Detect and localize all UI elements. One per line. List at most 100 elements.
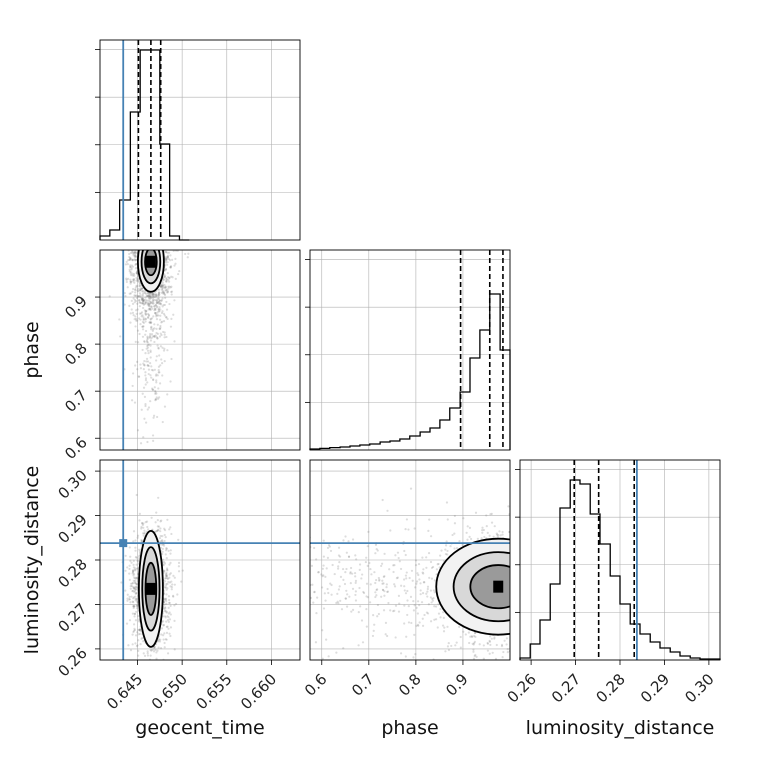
- scatter-point: [131, 600, 134, 603]
- scatter-point: [321, 567, 324, 570]
- scatter-point: [157, 314, 160, 317]
- scatter-point: [162, 623, 165, 627]
- scatter-point: [481, 529, 484, 532]
- scatter-point: [131, 265, 135, 268]
- scatter-point: [396, 551, 400, 554]
- scatter-point: [501, 533, 504, 536]
- scatter-point: [142, 522, 145, 525]
- scatter-point: [137, 280, 140, 283]
- scatter-point: [349, 566, 353, 570]
- scatter-point: [327, 655, 330, 658]
- scatter-point: [143, 395, 147, 398]
- scatter-point: [405, 518, 409, 521]
- scatter-point: [155, 301, 158, 304]
- scatter-point: [153, 295, 157, 299]
- scatter-point: [493, 637, 496, 640]
- scatter-point: [444, 553, 448, 556]
- scatter-point: [139, 322, 142, 326]
- scatter-point: [132, 586, 135, 590]
- scatter-point: [146, 299, 149, 302]
- scatter-point: [462, 517, 465, 520]
- scatter-point: [156, 323, 159, 326]
- scatter-point: [161, 284, 164, 288]
- scatter-point: [157, 639, 160, 642]
- scatter-point: [142, 386, 146, 389]
- scatter-point: [378, 579, 381, 582]
- scatter-point: [429, 596, 433, 599]
- scatter-point: [126, 566, 129, 569]
- scatter-point: [129, 585, 132, 588]
- scatter-point: [163, 569, 166, 572]
- scatter-point: [141, 314, 144, 317]
- scatter-point: [393, 609, 396, 612]
- scatter-point: [154, 392, 157, 395]
- scatter-point: [123, 292, 126, 295]
- scatter-point: [169, 572, 172, 575]
- scatter-point: [155, 315, 158, 318]
- scatter-point: [483, 535, 486, 539]
- scatter-point: [168, 598, 171, 602]
- scatter-point: [148, 308, 151, 311]
- scatter-point: [144, 371, 147, 374]
- scatter-point: [129, 601, 132, 604]
- scatter-point: [392, 570, 395, 574]
- scatter-point: [143, 654, 147, 657]
- scatter-point: [140, 543, 143, 546]
- scatter-point: [134, 577, 137, 580]
- scatter-point: [147, 343, 151, 346]
- scatter-point: [132, 597, 135, 600]
- scatter-point: [357, 610, 360, 614]
- scatter-point: [451, 533, 454, 537]
- scatter-point: [494, 657, 498, 660]
- scatter-point: [141, 640, 145, 643]
- scatter-point: [450, 644, 453, 648]
- scatter-point: [169, 549, 172, 552]
- scatter-point: [143, 363, 146, 367]
- scatter-point: [437, 562, 440, 566]
- scatter-point: [135, 312, 138, 315]
- scatter-point: [150, 328, 153, 331]
- scatter-point: [140, 527, 143, 530]
- scatter-point: [153, 645, 156, 648]
- scatter-point: [131, 302, 135, 305]
- scatter-point: [135, 585, 138, 588]
- scatter-point: [136, 360, 139, 363]
- scatter-point: [178, 269, 181, 273]
- scatter-point: [159, 302, 162, 305]
- scatter-point: [416, 572, 419, 575]
- scatter-point: [136, 604, 139, 608]
- scatter-point: [133, 274, 136, 277]
- scatter-point: [168, 276, 171, 279]
- scatter-point: [467, 631, 470, 634]
- scatter-point: [468, 526, 472, 529]
- scatter-point: [169, 265, 172, 269]
- scatter-point: [444, 544, 448, 547]
- scatter-point: [129, 251, 133, 255]
- scatter-point: [167, 612, 170, 615]
- scatter-point: [163, 314, 166, 317]
- scatter-point: [156, 301, 159, 304]
- scatter-point: [412, 600, 415, 603]
- hist-step-geocent-time: [99, 49, 190, 241]
- scatter-point: [163, 597, 166, 600]
- scatter-point: [156, 374, 159, 377]
- scatter-point: [164, 597, 168, 600]
- scatter-point: [152, 298, 155, 302]
- scatter-point: [144, 318, 147, 321]
- scatter-point: [134, 581, 137, 584]
- scatter-point: [129, 265, 132, 268]
- scatter-point: [152, 315, 155, 318]
- scatter-point: [168, 302, 171, 306]
- scatter-point: [383, 594, 386, 597]
- scatter-point: [155, 336, 158, 339]
- scatter-point: [141, 521, 144, 525]
- scatter-point: [173, 648, 176, 651]
- scatter-point: [489, 643, 492, 647]
- ylabel-phase: phase: [21, 321, 43, 378]
- scatter-point: [139, 289, 142, 292]
- scatter-point: [143, 359, 146, 363]
- scatter-point: [131, 572, 134, 575]
- scatter-point: [446, 625, 449, 628]
- scatter-point: [394, 604, 398, 607]
- scatter-point: [164, 269, 167, 272]
